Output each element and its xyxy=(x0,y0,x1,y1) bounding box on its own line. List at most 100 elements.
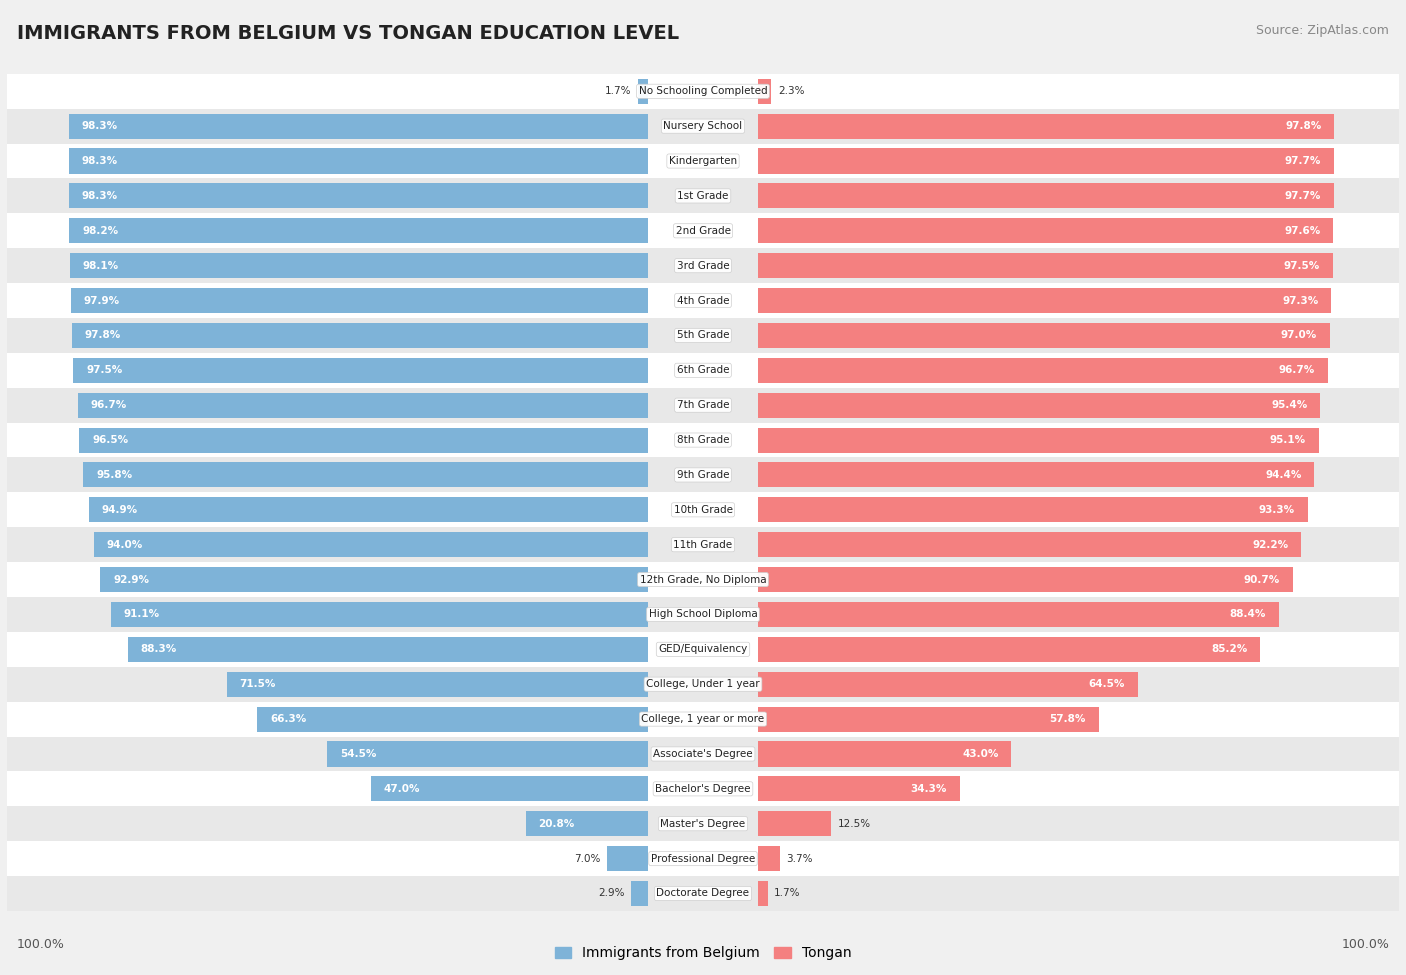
Bar xyxy=(7,492,1399,527)
Bar xyxy=(758,846,779,871)
Legend: Immigrants from Belgium, Tongan: Immigrants from Belgium, Tongan xyxy=(548,941,858,966)
Text: 96.7%: 96.7% xyxy=(91,400,127,410)
Text: 2nd Grade: 2nd Grade xyxy=(675,226,731,236)
Text: 71.5%: 71.5% xyxy=(239,680,276,689)
Text: 92.9%: 92.9% xyxy=(114,574,149,585)
Text: 66.3%: 66.3% xyxy=(270,714,307,724)
Bar xyxy=(758,427,1319,452)
Text: 88.3%: 88.3% xyxy=(141,644,177,654)
Bar xyxy=(7,841,1399,876)
Text: 7th Grade: 7th Grade xyxy=(676,400,730,410)
Bar xyxy=(7,876,1399,911)
Bar xyxy=(257,707,648,731)
Bar xyxy=(758,393,1320,417)
Bar xyxy=(758,148,1334,174)
Bar xyxy=(7,214,1399,249)
Text: 11th Grade: 11th Grade xyxy=(673,540,733,550)
Text: 97.3%: 97.3% xyxy=(1282,295,1319,305)
Bar xyxy=(7,422,1399,457)
Bar xyxy=(7,74,1399,109)
Bar xyxy=(7,318,1399,353)
Bar xyxy=(758,776,960,801)
Bar xyxy=(758,567,1292,592)
Text: 97.7%: 97.7% xyxy=(1285,191,1322,201)
Bar xyxy=(69,148,648,174)
Text: Master's Degree: Master's Degree xyxy=(661,819,745,829)
Bar xyxy=(111,602,648,627)
Text: 98.1%: 98.1% xyxy=(83,260,118,271)
Bar xyxy=(89,497,648,523)
Bar xyxy=(94,532,648,558)
Bar xyxy=(7,771,1399,806)
Text: 3.7%: 3.7% xyxy=(786,853,813,864)
Text: 12.5%: 12.5% xyxy=(838,819,872,829)
Text: 91.1%: 91.1% xyxy=(124,609,160,619)
Bar xyxy=(758,218,1333,244)
Text: 43.0%: 43.0% xyxy=(962,749,998,759)
Bar xyxy=(607,846,648,871)
Bar xyxy=(70,288,648,313)
Text: Source: ZipAtlas.com: Source: ZipAtlas.com xyxy=(1256,24,1389,37)
Text: 97.5%: 97.5% xyxy=(1284,260,1320,271)
Bar xyxy=(128,637,648,662)
Bar xyxy=(69,218,648,244)
Text: 97.7%: 97.7% xyxy=(1285,156,1322,166)
Bar xyxy=(7,597,1399,632)
Text: 95.8%: 95.8% xyxy=(96,470,132,480)
Text: 97.8%: 97.8% xyxy=(84,331,121,340)
Bar xyxy=(758,358,1327,383)
Text: 100.0%: 100.0% xyxy=(17,938,65,951)
Text: GED/Equivalency: GED/Equivalency xyxy=(658,644,748,654)
Text: 2.9%: 2.9% xyxy=(598,888,624,899)
Bar xyxy=(638,79,648,103)
Bar xyxy=(72,323,648,348)
Text: 94.0%: 94.0% xyxy=(107,540,143,550)
Text: 1st Grade: 1st Grade xyxy=(678,191,728,201)
Bar xyxy=(758,672,1137,697)
Text: 97.5%: 97.5% xyxy=(86,366,122,375)
Bar xyxy=(7,457,1399,492)
Bar xyxy=(7,353,1399,388)
Text: College, Under 1 year: College, Under 1 year xyxy=(647,680,759,689)
Bar xyxy=(758,183,1334,209)
Text: 97.9%: 97.9% xyxy=(84,295,120,305)
Text: 10th Grade: 10th Grade xyxy=(673,505,733,515)
Text: College, 1 year or more: College, 1 year or more xyxy=(641,714,765,724)
Text: Professional Degree: Professional Degree xyxy=(651,853,755,864)
Text: 97.0%: 97.0% xyxy=(1281,331,1317,340)
Text: 3rd Grade: 3rd Grade xyxy=(676,260,730,271)
Bar xyxy=(69,183,648,209)
Bar xyxy=(758,532,1302,558)
Text: 95.1%: 95.1% xyxy=(1270,435,1306,445)
Text: 34.3%: 34.3% xyxy=(911,784,948,794)
Bar xyxy=(7,109,1399,143)
Bar xyxy=(758,637,1260,662)
Text: Doctorate Degree: Doctorate Degree xyxy=(657,888,749,899)
Bar xyxy=(371,776,648,801)
Text: 54.5%: 54.5% xyxy=(340,749,377,759)
Bar xyxy=(69,114,648,138)
Text: No Schooling Completed: No Schooling Completed xyxy=(638,86,768,97)
Bar xyxy=(7,736,1399,771)
Text: 6th Grade: 6th Grade xyxy=(676,366,730,375)
Bar xyxy=(758,602,1279,627)
Bar xyxy=(758,323,1330,348)
Text: 20.8%: 20.8% xyxy=(538,819,575,829)
Text: 64.5%: 64.5% xyxy=(1088,680,1125,689)
Bar xyxy=(758,288,1331,313)
Text: Nursery School: Nursery School xyxy=(664,121,742,132)
Bar xyxy=(7,178,1399,214)
Bar xyxy=(7,806,1399,841)
Bar xyxy=(7,283,1399,318)
Bar xyxy=(631,881,648,906)
Text: 98.3%: 98.3% xyxy=(82,156,118,166)
Text: IMMIGRANTS FROM BELGIUM VS TONGAN EDUCATION LEVEL: IMMIGRANTS FROM BELGIUM VS TONGAN EDUCAT… xyxy=(17,24,679,43)
Bar xyxy=(79,427,648,452)
Bar xyxy=(7,632,1399,667)
Text: 92.2%: 92.2% xyxy=(1253,540,1288,550)
Text: 47.0%: 47.0% xyxy=(384,784,420,794)
Text: 85.2%: 85.2% xyxy=(1211,644,1247,654)
Bar xyxy=(226,672,648,697)
Text: 12th Grade, No Diploma: 12th Grade, No Diploma xyxy=(640,574,766,585)
Bar xyxy=(7,249,1399,283)
